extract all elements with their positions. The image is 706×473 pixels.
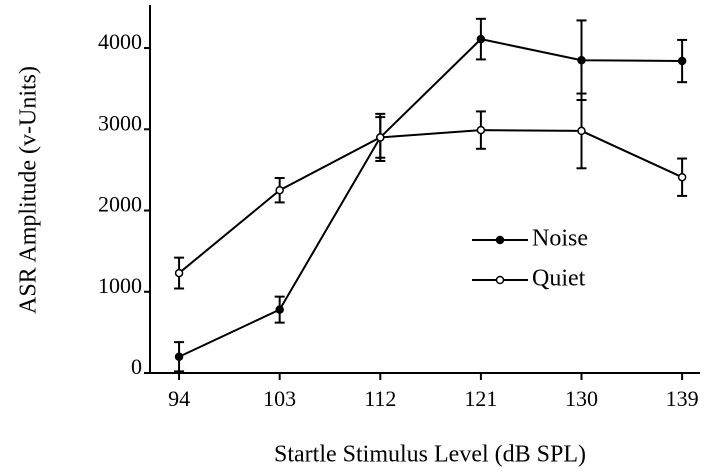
point — [677, 56, 687, 66]
point — [677, 172, 687, 182]
point — [577, 126, 586, 136]
x-tick-label: 103 — [263, 386, 296, 411]
y-axis-label: ASR Amplitude (v-Units) — [16, 66, 42, 314]
point — [174, 268, 184, 278]
point — [476, 34, 486, 44]
point — [275, 185, 284, 195]
legend-label: Noise — [532, 226, 588, 252]
y-tick-label: 2000 — [98, 192, 142, 217]
series-line — [178, 38, 683, 358]
point — [476, 125, 486, 135]
point — [275, 305, 284, 314]
point — [577, 55, 586, 65]
x-tick-label: 121 — [464, 386, 497, 411]
x-tick-label: 94 — [168, 386, 190, 411]
y-tick-label: 3000 — [98, 110, 142, 135]
point — [174, 352, 184, 362]
x-axis-label: Startle Stimulus Level (dB SPL) — [274, 442, 586, 468]
y-tick-label: 4000 — [98, 29, 142, 54]
x-tick-label: 130 — [565, 386, 598, 411]
x-tick-label: 139 — [666, 386, 699, 411]
series-line — [178, 129, 683, 274]
legend-label: Quiet — [532, 266, 586, 292]
legend-marker — [495, 235, 505, 245]
x-tick-label: 112 — [364, 386, 396, 411]
legend-marker — [495, 275, 505, 285]
point — [376, 133, 385, 142]
y-tick-label: 0 — [131, 354, 142, 379]
y-tick-label: 1000 — [98, 273, 142, 298]
